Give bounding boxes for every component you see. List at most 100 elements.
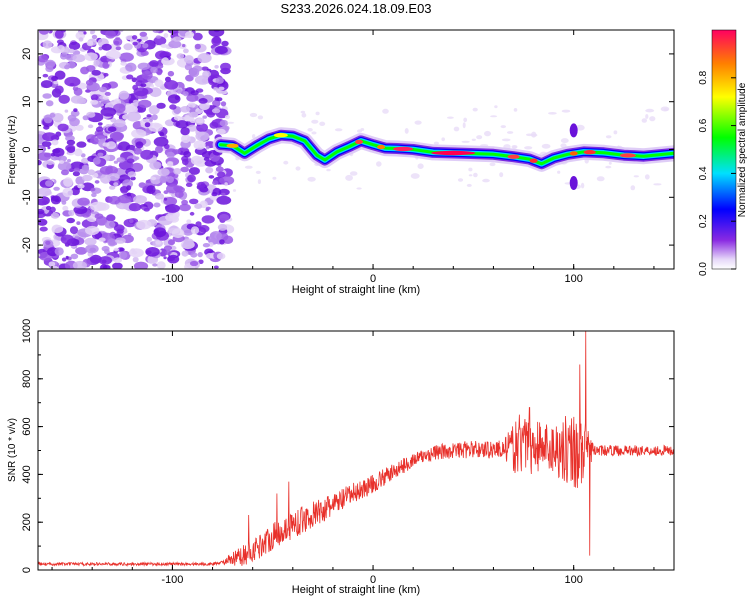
noise-speckle <box>307 176 316 182</box>
noise-speckle <box>97 122 103 126</box>
noise-speckle <box>154 193 165 200</box>
colorbar: 0.0 0.2 0.4 0.6 0.8 Normalized spectral ampl… <box>698 29 748 276</box>
noise-speckle <box>85 212 90 217</box>
noise-speckle <box>84 52 98 61</box>
noise-speckle <box>51 139 59 146</box>
noise-speckle <box>98 46 103 51</box>
noise-speckle <box>663 108 669 111</box>
noise-speckle <box>186 94 199 102</box>
noise-speckle <box>410 173 420 179</box>
noise-speckle <box>95 126 104 133</box>
noise-speckle <box>43 114 53 124</box>
noise-speckle <box>221 192 226 196</box>
colorbar-tick-label: 0.6 <box>698 118 709 132</box>
noise-speckle <box>102 61 110 69</box>
noise-speckle <box>66 139 76 146</box>
noise-speckle <box>90 137 99 144</box>
noise-speckle <box>153 202 161 208</box>
noise-speckle <box>453 126 460 132</box>
noise-speckle <box>155 145 163 154</box>
noise-speckle <box>54 247 64 256</box>
noise-speckle <box>192 65 203 72</box>
noise-speckle <box>183 238 194 245</box>
noise-speckle <box>181 199 189 206</box>
noise-speckle <box>163 256 167 260</box>
noise-speckle <box>104 220 116 229</box>
noise-speckle <box>101 43 112 51</box>
colorbar-label: Normalized spectral amplitude <box>737 82 748 217</box>
noise-speckle <box>98 86 107 93</box>
noise-speckle <box>118 30 124 33</box>
noise-speckle <box>53 186 60 191</box>
noise-speckle <box>173 115 182 121</box>
noise-speckle <box>137 62 150 70</box>
noise-speckle <box>315 111 320 116</box>
noise-speckle <box>130 176 136 181</box>
noise-speckle <box>560 143 567 148</box>
noise-speckle <box>75 124 84 131</box>
ridge-hotspot <box>377 144 386 150</box>
noise-speckle <box>69 117 80 127</box>
noise-speckle <box>185 31 195 39</box>
noise-speckle <box>214 65 219 69</box>
noise-speckle <box>98 237 106 242</box>
noise-speckle <box>295 166 301 171</box>
noise-speckle <box>92 157 101 165</box>
noise-speckle <box>183 48 189 54</box>
colorbar-tick-label: 0.4 <box>698 166 709 180</box>
noise-speckle <box>179 203 191 212</box>
noise-speckle <box>630 185 636 191</box>
noise-speckle <box>181 134 191 144</box>
noise-speckle <box>73 148 83 157</box>
colorbar-tick-label: 0.0 <box>698 262 709 276</box>
noise-speckle <box>205 167 214 174</box>
noise-speckle <box>357 129 362 133</box>
noise-speckle <box>51 265 59 269</box>
noise-speckle <box>608 161 612 165</box>
ridge-hotspot <box>507 154 520 159</box>
noise-speckle <box>98 256 112 265</box>
noise-speckle <box>80 66 90 75</box>
noise-speckle <box>127 171 137 178</box>
noise-speckle <box>215 166 224 172</box>
noise-speckle <box>557 170 561 174</box>
noise-speckle <box>221 40 229 47</box>
noise-speckle <box>42 132 57 142</box>
noise-speckle <box>128 248 144 258</box>
noise-speckle <box>224 182 228 187</box>
noise-speckle <box>163 197 168 201</box>
y-tick-label: 20 <box>21 48 33 60</box>
snr-plot-area <box>38 331 674 567</box>
noise-speckle <box>173 168 182 175</box>
noise-speckle <box>135 141 144 149</box>
noise-speckle <box>51 75 59 82</box>
noise-speckle <box>176 53 185 59</box>
noise-speckle <box>220 62 231 71</box>
noise-speckle <box>118 90 130 100</box>
noise-speckle <box>173 185 184 192</box>
noise-speckle <box>548 112 557 115</box>
noise-speckle <box>176 89 182 94</box>
noise-speckle <box>164 80 179 90</box>
noise-speckle <box>490 115 498 118</box>
noise-speckle <box>38 152 52 161</box>
noise-speckle <box>417 163 424 169</box>
noise-speckle <box>311 131 317 135</box>
noise-speckle <box>82 115 89 121</box>
noise-speckle <box>154 79 164 88</box>
noise-speckle <box>187 102 196 108</box>
noise-speckle <box>183 151 192 158</box>
noise-speckle <box>471 138 476 141</box>
noise-speckle <box>107 61 112 65</box>
noise-speckle <box>283 160 289 165</box>
noise-speckle <box>645 108 655 113</box>
noise-speckle <box>136 219 152 230</box>
noise-speckle <box>126 192 132 197</box>
noise-speckle <box>144 122 151 128</box>
noise-speckle <box>188 111 199 118</box>
y-tick-label: 1000 <box>21 319 33 343</box>
noise-speckle <box>163 245 173 251</box>
noise-speckle <box>99 166 113 175</box>
noise-speckle <box>561 109 571 113</box>
noise-speckle <box>60 234 74 245</box>
